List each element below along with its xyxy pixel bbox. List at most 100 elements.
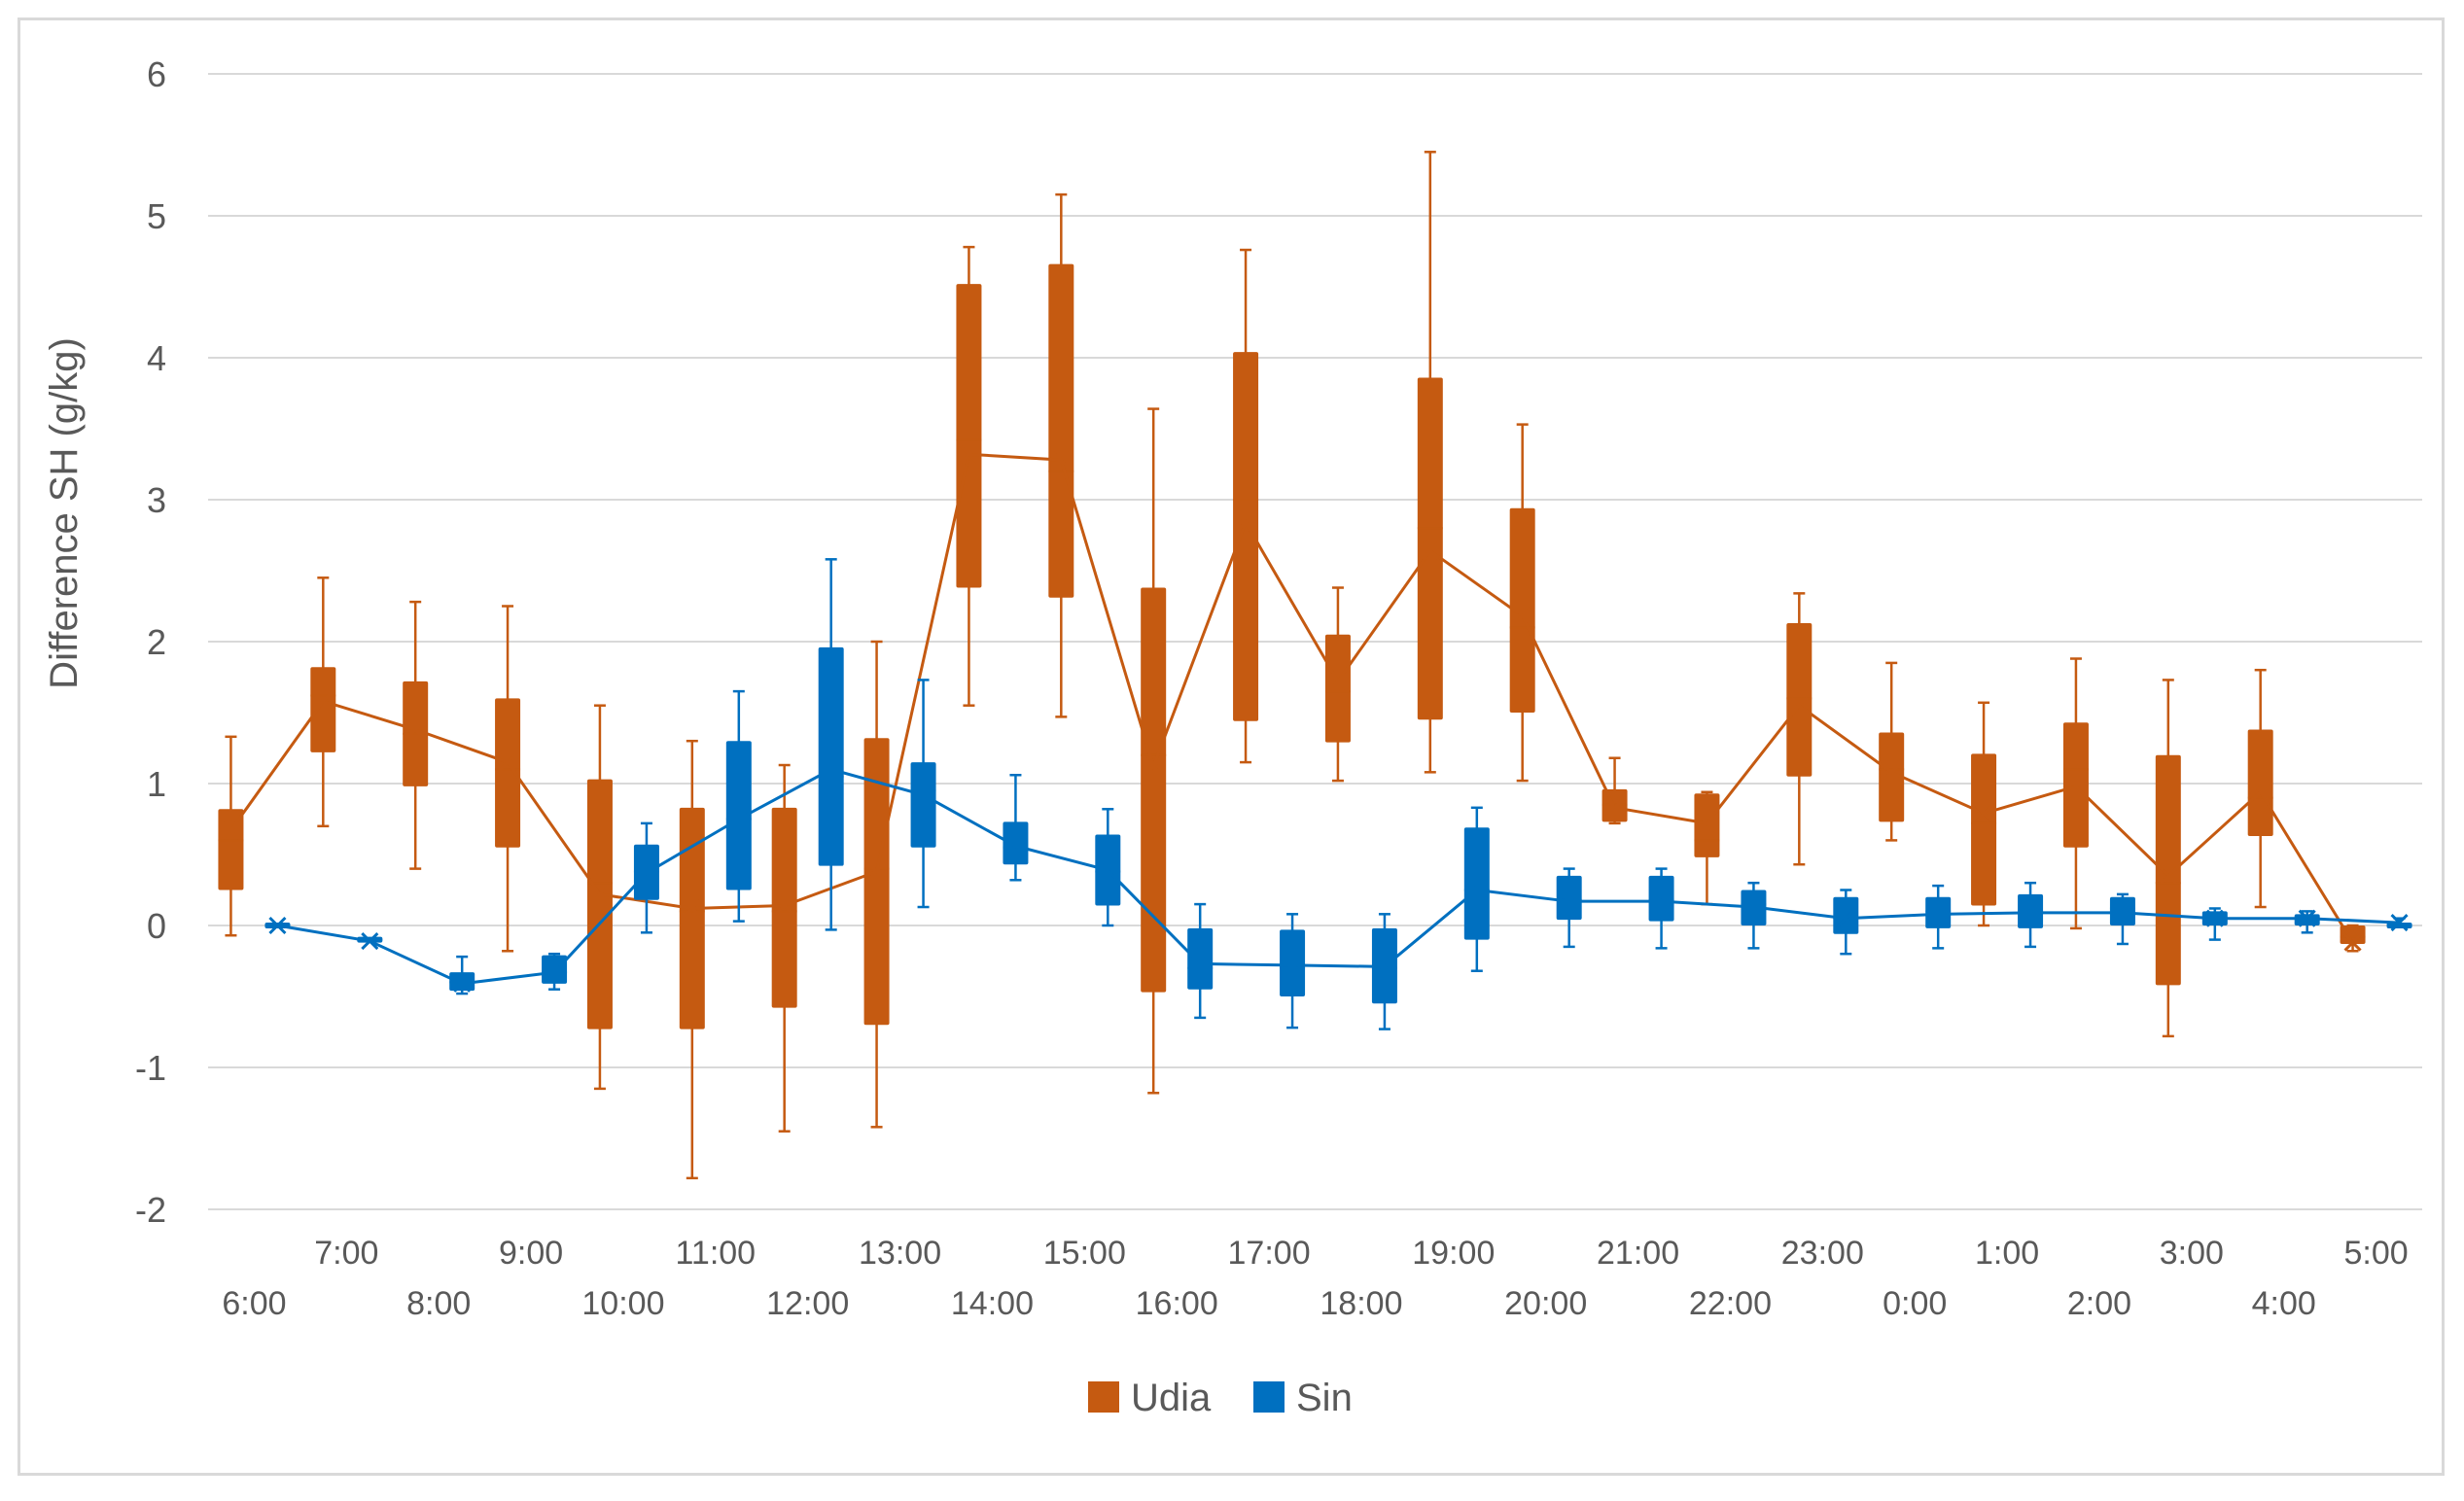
mean-marker xyxy=(2021,903,2040,922)
mean-marker xyxy=(1652,892,1671,911)
mean-marker xyxy=(1006,837,1025,855)
x-tick-label: 15:00 xyxy=(1043,1235,1126,1272)
udia-box xyxy=(679,739,705,1180)
udia-box xyxy=(1879,661,1905,842)
sin-box xyxy=(1556,867,1582,949)
x-tick-label: 6:00 xyxy=(222,1285,286,1322)
box-body xyxy=(1648,875,1674,922)
mean-marker xyxy=(914,785,933,804)
x-tick-label: 18:00 xyxy=(1320,1285,1402,1322)
y-tick-label: -1 xyxy=(135,1048,166,1088)
mean-marker xyxy=(546,963,564,982)
udia-box xyxy=(218,735,244,937)
sin-box xyxy=(2294,910,2320,934)
box-body xyxy=(310,667,336,752)
box-body xyxy=(1324,634,1351,743)
x-tick-label: 0:00 xyxy=(1883,1285,1947,1322)
sin-box xyxy=(1280,913,1306,1030)
mean-marker xyxy=(1837,909,1855,927)
mean-marker xyxy=(2390,914,2409,932)
box-body xyxy=(1280,929,1306,996)
mean-marker xyxy=(2298,909,2316,927)
box-body xyxy=(725,741,752,890)
sin-box xyxy=(1371,913,1397,1030)
box-body xyxy=(2155,754,2181,986)
box-body xyxy=(2247,729,2273,837)
box-body xyxy=(1971,753,1997,906)
sin-box xyxy=(1648,867,1674,950)
mean-marker xyxy=(2113,903,2132,922)
x-tick-label: 2:00 xyxy=(2067,1285,2131,1322)
x-tick-label: 11:00 xyxy=(676,1235,757,1272)
sin-box xyxy=(633,821,659,934)
box-body xyxy=(586,779,613,1030)
y-tick-label: 6 xyxy=(147,54,166,94)
box-body xyxy=(1233,352,1259,721)
mean-marker xyxy=(1283,956,1302,974)
udia-box xyxy=(1786,592,1813,866)
x-tick-label: 1:00 xyxy=(1975,1235,2039,1272)
box-body xyxy=(1003,821,1029,865)
mean-marker xyxy=(361,931,379,951)
mean-marker xyxy=(683,899,701,918)
mean-marker xyxy=(1883,763,1901,782)
sin-box xyxy=(725,689,752,923)
mean-marker xyxy=(2205,909,2224,927)
box-body xyxy=(1417,377,1443,720)
legend-item-udia[interactable]: Udia xyxy=(1088,1377,1212,1419)
x-tick-label: 21:00 xyxy=(1597,1235,1679,1272)
box-body xyxy=(1786,623,1813,777)
box-body xyxy=(1556,875,1582,921)
udia-box xyxy=(863,640,890,1129)
y-axis-ticks: -2 -1 0 1 2 3 4 5 6 xyxy=(135,54,166,1230)
mean-marker xyxy=(867,862,886,881)
sin-box xyxy=(2201,907,2228,941)
x-tick-label: 8:00 xyxy=(406,1285,471,1322)
mean-marker xyxy=(1744,897,1763,917)
box-body xyxy=(1048,263,1074,598)
x-tick-label: 16:00 xyxy=(1136,1285,1218,1322)
mean-marker xyxy=(1052,451,1071,470)
y-tick-label: 3 xyxy=(147,480,166,520)
sin-box xyxy=(2018,881,2044,949)
box-body xyxy=(1187,927,1214,990)
mean-marker xyxy=(1144,757,1163,776)
mean-marker xyxy=(1191,955,1210,973)
sin-box xyxy=(1463,806,1490,972)
udia-box xyxy=(2247,668,2273,909)
y-axis-label: Difference SH (g/kg) xyxy=(43,337,86,689)
box-body xyxy=(1141,587,1167,993)
mean-marker xyxy=(453,974,472,993)
legend[interactable]: Udia Sin xyxy=(1088,1377,1353,1419)
sin-box xyxy=(1003,773,1029,882)
box-body xyxy=(542,955,568,984)
mean-marker xyxy=(1790,696,1809,715)
mean-marker xyxy=(1421,541,1439,560)
x-tick-label: 14:00 xyxy=(951,1285,1034,1322)
mean-marker xyxy=(1560,892,1578,911)
mean-marker xyxy=(222,821,240,840)
sin-box xyxy=(1925,884,1952,950)
x-tick-label: 3:00 xyxy=(2160,1235,2224,1272)
boxplot-chart: -2 -1 0 1 2 3 4 5 6 6:00 7:00 8:00 9:00 10:00 11:0012… xyxy=(43,54,2422,1419)
series-layer xyxy=(218,151,2412,1180)
x-tick-label: 10:00 xyxy=(581,1285,664,1322)
udia-box xyxy=(586,704,613,1091)
x-tick-label: 20:00 xyxy=(1504,1285,1587,1322)
box-body xyxy=(1463,827,1490,940)
udia-box xyxy=(771,763,797,1133)
mean-marker xyxy=(1328,672,1348,690)
mean-marker xyxy=(1099,860,1117,880)
y-tick-label: 1 xyxy=(147,764,166,804)
udia-box xyxy=(1417,151,1443,774)
box-body xyxy=(910,762,936,848)
y-tick-label: 4 xyxy=(147,338,166,378)
mean-line xyxy=(229,452,2354,944)
x-tick-label: 17:00 xyxy=(1228,1235,1311,1272)
mean-line xyxy=(277,767,2400,986)
udia-box xyxy=(956,245,982,707)
legend-item-sin[interactable]: Sin xyxy=(1253,1377,1353,1419)
sin-box xyxy=(1187,902,1214,1020)
y-tick-label: 2 xyxy=(147,622,166,662)
y-tick-label: 5 xyxy=(147,196,166,236)
